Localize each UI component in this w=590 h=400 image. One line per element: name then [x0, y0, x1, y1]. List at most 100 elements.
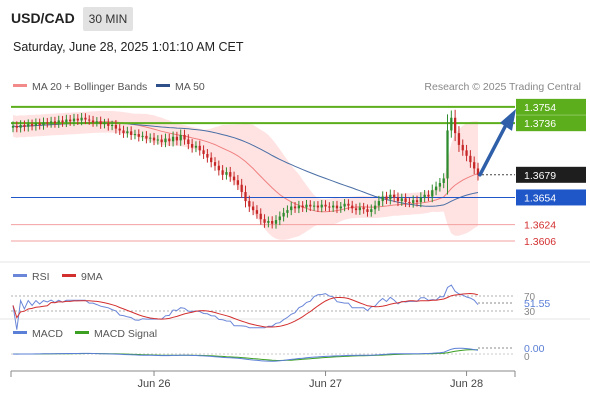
candle-body — [427, 194, 430, 197]
candle-body — [442, 178, 445, 183]
candle-body — [198, 145, 201, 151]
ma50-legend-label: MA 50 — [175, 81, 205, 93]
candle-body — [65, 119, 68, 123]
candle-body — [88, 119, 91, 121]
candle-body — [210, 157, 213, 163]
candle-body — [19, 124, 22, 128]
candle-body — [160, 139, 163, 143]
timeframe-button[interactable]: 30 MIN — [83, 7, 133, 31]
candle-body — [61, 120, 64, 123]
rsi-ma-legend-swatch — [62, 274, 76, 277]
ma20-line — [12, 121, 479, 213]
candle-body — [358, 207, 361, 211]
candle-body — [141, 135, 144, 137]
candle-body — [251, 206, 255, 211]
candle-body — [370, 209, 373, 212]
candle-body — [225, 172, 228, 175]
x-tick-label: Jun 28 — [450, 378, 483, 390]
candle-body — [57, 120, 60, 124]
candle-body — [240, 184, 243, 193]
candle-body — [213, 162, 217, 166]
last-price-label: 1.3679 — [524, 170, 556, 182]
candle-body — [404, 198, 407, 202]
candle-body — [396, 197, 400, 202]
candle-body — [282, 212, 285, 217]
candle-body — [267, 221, 270, 223]
candle-body — [301, 205, 304, 208]
candle-body — [107, 123, 110, 126]
candle-body — [217, 165, 220, 171]
candle-body — [400, 198, 403, 202]
candle-body — [175, 136, 179, 141]
macd-signal-legend-swatch — [75, 331, 89, 334]
rsi-panel: RSI 9MA 70 30 51.55 — [11, 271, 550, 330]
symbol-label: USD/CAD — [11, 10, 75, 26]
candle-body — [339, 206, 342, 209]
macd-legend-swatch — [13, 331, 27, 334]
candle-body — [274, 220, 278, 224]
candle-body — [110, 124, 114, 126]
candle-body — [49, 121, 53, 124]
candle-body — [290, 206, 293, 211]
candle-body — [328, 206, 331, 208]
level-label-minor: 1.3624 — [524, 220, 556, 232]
candle-body — [286, 210, 289, 213]
ma20-legend-label: MA 20 + Bollinger Bands — [32, 81, 147, 93]
candle-body — [190, 144, 194, 148]
candle-body — [118, 128, 121, 131]
candle-body — [366, 209, 369, 212]
candle-body — [53, 121, 57, 124]
rsi-lower-label: 30 — [524, 307, 536, 318]
candle-body — [263, 219, 266, 223]
candle-body — [27, 124, 30, 127]
last-price-tag — [516, 166, 586, 183]
candle-body — [438, 182, 442, 187]
candle-body — [412, 200, 415, 203]
candle-body — [423, 194, 426, 198]
macd-line — [12, 347, 479, 362]
candle-body — [389, 194, 392, 200]
candle-body — [255, 210, 259, 214]
level-label-resistance: 1.3754 — [524, 102, 556, 114]
candle-body — [91, 120, 95, 123]
research-credit: Research © 2025 Trading Central — [424, 81, 581, 93]
candle-body — [133, 134, 137, 136]
candle-body — [23, 124, 26, 127]
level-tag-resistance — [516, 115, 586, 132]
rsi-ma-legend-label: 9MA — [81, 271, 103, 283]
rsi-line — [12, 284, 479, 330]
macd-legend-label: MACD — [32, 328, 63, 340]
candle-body — [232, 176, 236, 181]
candle-body — [373, 205, 377, 210]
candle-body — [145, 135, 148, 139]
candle-body — [248, 201, 251, 207]
candle-body — [293, 206, 297, 209]
candle-body — [194, 145, 198, 148]
candle-body — [415, 200, 419, 202]
ma20-legend-swatch — [13, 84, 27, 87]
candle-body — [183, 134, 186, 140]
macd-signal-line — [13, 349, 479, 362]
candle-body — [46, 122, 49, 124]
candle-body — [377, 201, 381, 206]
candle-body — [221, 170, 224, 175]
candle-body — [99, 121, 102, 125]
candle-body — [236, 180, 240, 185]
candle-body — [34, 123, 38, 126]
candle-body — [126, 131, 129, 134]
candle-body — [38, 123, 41, 125]
rsi-legend-swatch — [13, 274, 27, 277]
level-tag-support — [516, 189, 586, 206]
candle-body — [42, 122, 45, 125]
candle-body — [271, 221, 274, 224]
candle-body — [324, 204, 327, 207]
candle-body — [72, 118, 76, 122]
candle-body — [164, 138, 167, 143]
candle-body — [457, 133, 461, 145]
candle-body — [80, 117, 83, 121]
macd-panel: MACD MACD Signal 0 0.00 — [11, 328, 545, 363]
candle-body — [453, 117, 457, 134]
candle-body — [431, 190, 434, 197]
ma50-line — [12, 121, 479, 207]
rsi-ma-line — [12, 292, 479, 328]
